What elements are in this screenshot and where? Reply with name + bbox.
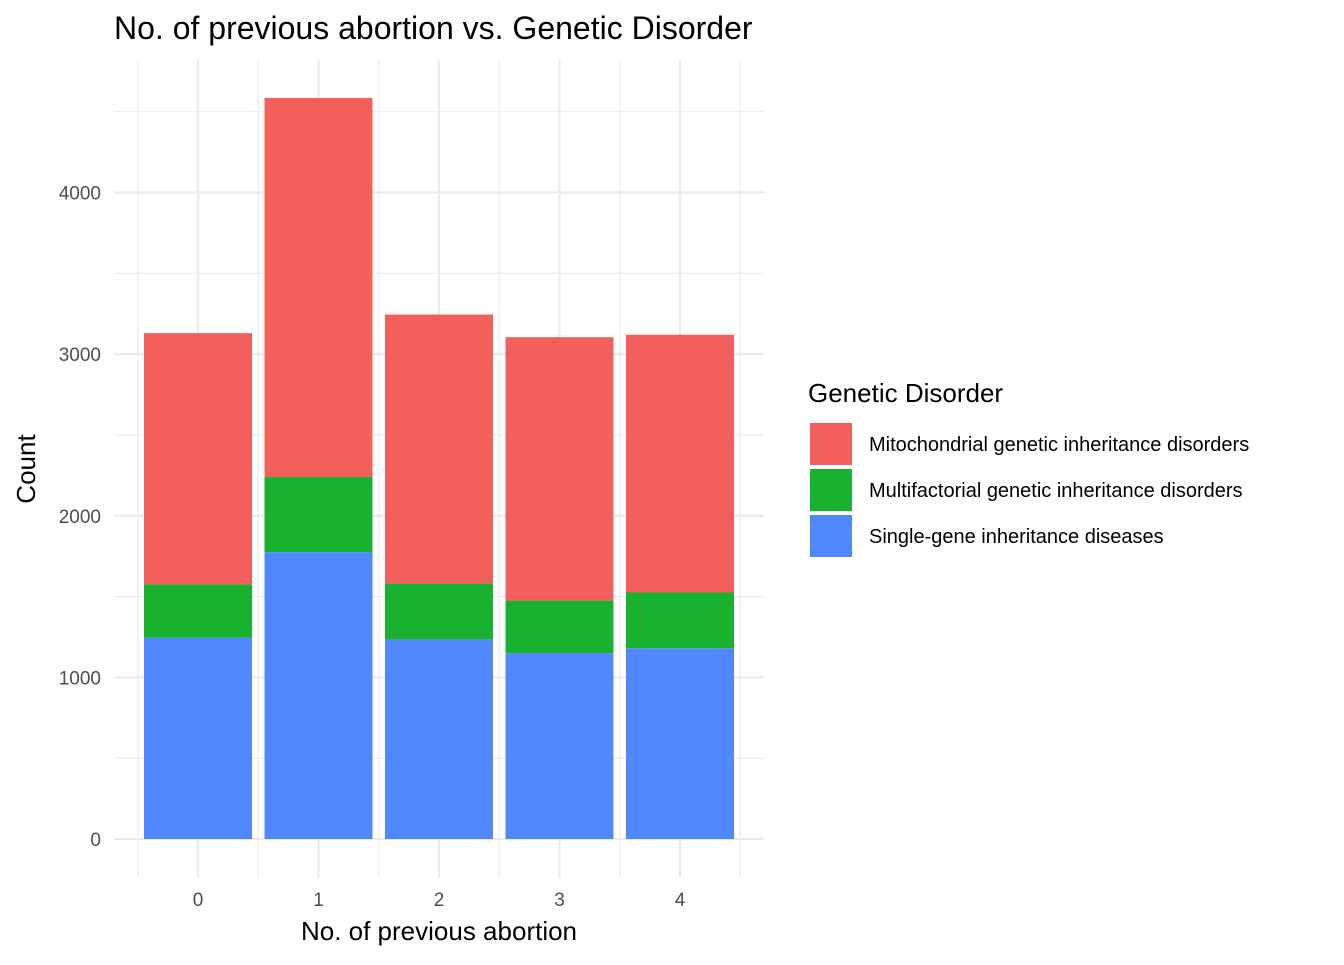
bar-segment-1-single-gene (264, 552, 373, 839)
bar-segment-0-mitochondrial (144, 333, 252, 585)
bar-segment-1-multifactorial (264, 476, 373, 553)
x-axis-title: No. of previous abortion (301, 916, 577, 946)
legend-title: Genetic Disorder (808, 378, 1003, 408)
legend-label: Mitochondrial genetic inheritance disord… (869, 434, 1249, 456)
bar-segment-4-mitochondrial (626, 334, 734, 593)
legend-key (810, 469, 852, 511)
x-tick-label: 3 (554, 890, 565, 911)
bar-segment-1-mitochondrial (264, 97, 373, 477)
bar-segment-2-multifactorial (385, 583, 493, 640)
bar-segment-4-single-gene (626, 648, 734, 839)
legend-label: Single-gene inheritance diseases (869, 526, 1164, 548)
legend-key (810, 515, 852, 557)
y-axis-tick-labels: 0 1000 2000 3000 4000 (59, 184, 101, 852)
bars (144, 97, 734, 839)
chart-title: No. of previous abortion vs. Genetic Dis… (114, 10, 753, 46)
bar-segment-4-multifactorial (626, 592, 734, 649)
y-tick-label: 3000 (59, 345, 101, 366)
y-tick-label: 1000 (59, 668, 101, 689)
legend-key (810, 423, 852, 465)
y-axis-title: Count (11, 434, 41, 504)
y-tick-label: 2000 (59, 507, 101, 528)
y-tick-label: 0 (90, 830, 101, 851)
x-tick-label: 2 (434, 890, 445, 911)
bar-segment-0-single-gene (144, 637, 252, 839)
y-tick-label: 4000 (59, 184, 101, 205)
bar-segment-3-multifactorial (505, 600, 614, 654)
x-axis-tick-labels: 0 1 2 3 4 (193, 890, 686, 911)
legend-label: Multifactorial genetic inheritance disor… (869, 480, 1243, 502)
bar-segment-3-mitochondrial (505, 337, 614, 601)
bar-segment-3-single-gene (505, 653, 614, 839)
bar-segment-0-multifactorial (144, 584, 252, 638)
x-tick-label: 4 (675, 890, 686, 911)
legend: Genetic Disorder Mitochondrial genetic i… (808, 378, 1249, 557)
bar-segment-2-mitochondrial (385, 314, 493, 584)
bar-segment-2-single-gene (385, 639, 493, 839)
x-tick-label: 0 (193, 890, 204, 911)
x-tick-label: 1 (313, 890, 324, 911)
